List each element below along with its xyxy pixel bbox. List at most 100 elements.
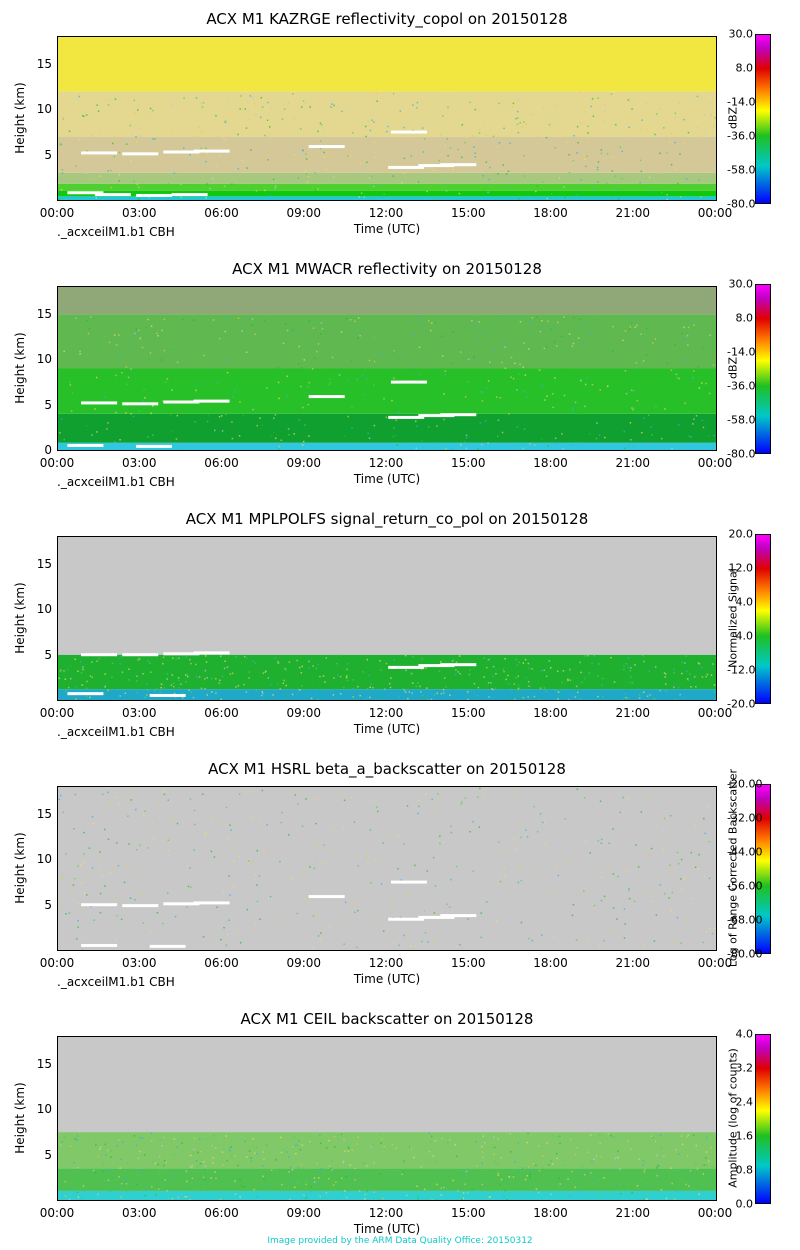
speckle — [536, 142, 539, 145]
speckle — [575, 894, 577, 896]
speckle — [75, 400, 77, 402]
speckle — [282, 817, 285, 820]
speckle — [108, 383, 110, 385]
speckle — [422, 696, 425, 699]
signal-band — [58, 172, 716, 184]
speckle — [235, 655, 237, 658]
speckle — [238, 793, 241, 795]
cbh-point — [122, 402, 159, 406]
speckle — [354, 1178, 356, 1181]
speckle — [183, 1195, 186, 1198]
speckle — [262, 1151, 265, 1153]
speckle — [492, 665, 495, 668]
speckle — [312, 665, 314, 667]
speckle — [537, 1145, 540, 1147]
speckle — [481, 1183, 484, 1186]
cbh-point — [388, 665, 425, 669]
speckle — [584, 111, 586, 113]
speckle — [275, 185, 277, 187]
speckle — [328, 383, 331, 385]
speckle — [176, 822, 179, 825]
speckle — [480, 390, 483, 393]
speckle — [219, 162, 221, 165]
speckle — [192, 696, 195, 699]
speckle — [663, 401, 665, 404]
speckle — [685, 655, 687, 657]
speckle — [568, 171, 571, 174]
speckle — [396, 444, 398, 446]
speckle — [246, 908, 249, 911]
speckle — [142, 922, 145, 924]
speckle — [434, 321, 436, 324]
speckle — [205, 160, 207, 163]
cbh-point — [135, 193, 172, 197]
speckle — [262, 1164, 264, 1167]
speckle — [698, 853, 700, 856]
speckle — [481, 391, 484, 393]
speckle — [181, 697, 184, 699]
speckle — [656, 1167, 658, 1169]
speckle — [625, 392, 628, 395]
speckle — [314, 189, 317, 191]
speckle — [449, 147, 452, 149]
speckle — [633, 900, 636, 903]
speckle — [285, 669, 287, 672]
speckle — [532, 871, 534, 873]
speckle — [425, 1198, 428, 1200]
speckle — [195, 663, 197, 666]
speckle — [555, 891, 557, 894]
speckle — [60, 188, 63, 191]
x-tick-label: 09:00 — [286, 206, 322, 220]
speckle — [572, 407, 574, 409]
colorbar-tick-label: 2.4 — [735, 1095, 754, 1109]
speckle — [516, 426, 519, 428]
speckle — [364, 125, 367, 128]
speckle — [299, 128, 302, 130]
speckle — [163, 1164, 165, 1167]
speckle — [320, 932, 322, 934]
signal-band — [58, 787, 716, 950]
speckle — [568, 859, 570, 862]
speckle — [623, 692, 626, 695]
speckle — [229, 681, 231, 683]
speckle — [221, 856, 224, 858]
speckle — [264, 671, 266, 673]
speckle — [80, 672, 83, 674]
chart-panel-1: ACX M1 KAZRGE reflectivity_copol on 2015… — [0, 0, 800, 250]
speckle — [200, 687, 203, 690]
speckle — [455, 1155, 458, 1158]
speckle — [300, 385, 302, 388]
speckle — [347, 378, 349, 380]
speckle — [659, 689, 662, 692]
speckle — [74, 793, 77, 796]
speckle — [710, 674, 713, 676]
speckle — [651, 943, 653, 945]
speckle — [600, 842, 603, 844]
speckle — [59, 670, 62, 673]
speckle — [226, 371, 229, 374]
speckle — [190, 186, 193, 189]
speckle — [419, 685, 421, 688]
speckle — [477, 149, 479, 152]
speckle — [578, 318, 581, 320]
speckle — [640, 333, 642, 335]
speckle — [449, 694, 451, 696]
speckle — [381, 195, 384, 198]
speckle — [280, 439, 283, 442]
speckle — [446, 903, 448, 905]
speckle — [689, 673, 691, 675]
speckle — [701, 1184, 703, 1186]
speckle — [665, 1197, 668, 1200]
speckle — [703, 875, 705, 878]
speckle — [493, 1153, 495, 1156]
speckle — [259, 417, 261, 419]
speckle — [75, 317, 77, 320]
speckle — [207, 414, 210, 416]
speckle — [303, 424, 306, 426]
speckle — [274, 414, 277, 416]
speckle — [270, 106, 273, 109]
speckle — [344, 1190, 346, 1192]
speckle — [280, 1136, 282, 1139]
speckle — [503, 1196, 505, 1198]
speckle — [338, 374, 341, 376]
